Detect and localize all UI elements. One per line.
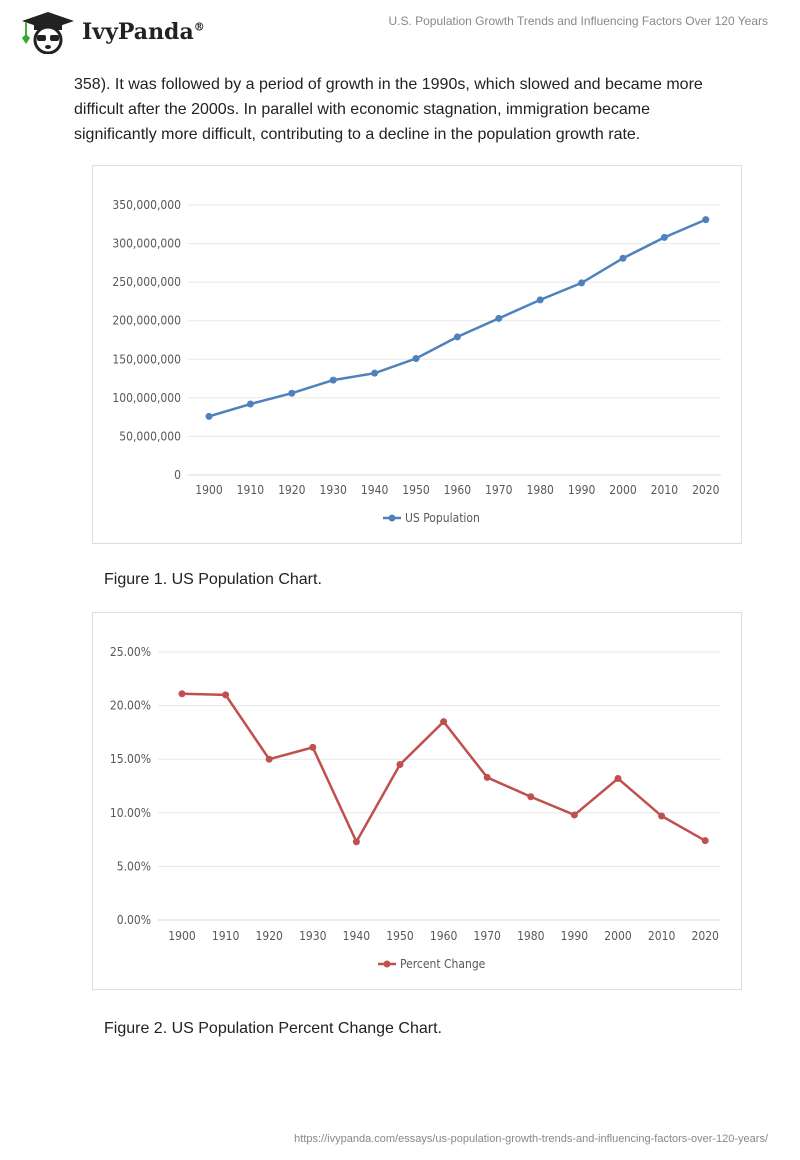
legend-label: US Population bbox=[405, 511, 480, 525]
y-tick-label: 250,000,000 bbox=[112, 275, 181, 289]
x-tick-label: 1910 bbox=[237, 483, 265, 497]
y-tick-label: 25.00% bbox=[110, 645, 151, 659]
data-point bbox=[178, 690, 186, 698]
series-line bbox=[208, 218, 707, 418]
data-point bbox=[536, 296, 544, 304]
figure-1-caption: Figure 1. US Population Chart. bbox=[104, 571, 322, 588]
logo-text: IvyPanda® bbox=[82, 19, 205, 45]
x-tick-label: 1990 bbox=[568, 483, 596, 497]
data-point bbox=[658, 812, 666, 820]
x-tick-label: 1980 bbox=[526, 483, 554, 497]
population-chart-svg: 0 50,000,000 100,000,000 150,000,000 200,000… bbox=[112, 198, 721, 525]
data-point bbox=[265, 755, 273, 763]
data-point bbox=[570, 811, 578, 819]
figure-2-caption: Figure 2. US Population Percent Change C… bbox=[104, 1020, 442, 1037]
body-paragraph: 358). It was followed by a period of gro… bbox=[74, 76, 703, 143]
x-tick-label: 1930 bbox=[319, 483, 347, 497]
x-tick-label: 1980 bbox=[517, 929, 545, 943]
y-tick-label: 300,000,000 bbox=[112, 237, 181, 251]
x-tick-label: 1950 bbox=[386, 929, 414, 943]
data-point bbox=[614, 774, 622, 782]
x-tick-label: 1950 bbox=[402, 483, 430, 497]
x-tick-label: 2000 bbox=[609, 483, 637, 497]
data-point bbox=[527, 793, 535, 801]
x-tick-label: 1970 bbox=[485, 483, 513, 497]
y-tick-label: 5.00% bbox=[117, 859, 151, 873]
data-point bbox=[222, 691, 230, 699]
legend-marker bbox=[383, 960, 391, 968]
footer-url[interactable]: https://ivypanda.com/essays/us-populatio… bbox=[294, 1133, 768, 1145]
y-tick-label: 200,000,000 bbox=[112, 314, 181, 328]
data-point bbox=[702, 216, 710, 224]
x-tick-label: 2020 bbox=[691, 929, 719, 943]
legend-marker bbox=[388, 514, 396, 522]
x-tick-label: 2010 bbox=[651, 483, 679, 497]
percent-change-chart: 0.00% 5.00% 10.00% 15.00% 20.00% 25.00% 1900 19… bbox=[92, 612, 742, 990]
x-tick-label: 1900 bbox=[168, 929, 196, 943]
x-tick-label: 1920 bbox=[255, 929, 283, 943]
x-tick-label: 1960 bbox=[430, 929, 458, 943]
data-point bbox=[619, 254, 627, 262]
x-tick-label: 1970 bbox=[473, 929, 501, 943]
x-tick-label: 1900 bbox=[195, 483, 223, 497]
x-tick-label: 2010 bbox=[648, 929, 676, 943]
data-point bbox=[483, 773, 491, 781]
data-point bbox=[352, 838, 360, 846]
x-tick-label: 1910 bbox=[212, 929, 240, 943]
data-point bbox=[288, 389, 296, 397]
legend-label: Percent Change bbox=[400, 957, 486, 971]
x-tick-label: 1990 bbox=[561, 929, 589, 943]
data-point bbox=[246, 400, 254, 408]
series-line bbox=[181, 692, 706, 845]
x-tick-label: 1940 bbox=[361, 483, 389, 497]
y-tick-label: 20.00% bbox=[110, 699, 151, 713]
logo[interactable]: IvyPanda® bbox=[20, 10, 205, 54]
page-title: U.S. Population Growth Trends and Influe… bbox=[388, 14, 768, 28]
data-point bbox=[329, 376, 337, 384]
x-tick-label: 1960 bbox=[444, 483, 472, 497]
y-tick-label: 50,000,000 bbox=[119, 429, 181, 443]
percent-change-chart-svg: 0.00% 5.00% 10.00% 15.00% 20.00% 25.00% 1900 19… bbox=[110, 645, 721, 971]
data-point bbox=[660, 233, 668, 241]
y-tick-label: 350,000,000 bbox=[112, 198, 181, 212]
y-tick-label: 10.00% bbox=[110, 806, 151, 820]
x-tick-label: 1940 bbox=[343, 929, 371, 943]
y-tick-label: 150,000,000 bbox=[112, 352, 181, 366]
data-point bbox=[396, 761, 404, 769]
y-tick-label: 0.00% bbox=[117, 913, 151, 927]
panda-logo-icon bbox=[22, 12, 74, 54]
data-point bbox=[309, 743, 317, 751]
data-point bbox=[440, 718, 448, 726]
data-point bbox=[578, 279, 586, 287]
x-tick-label: 1920 bbox=[278, 483, 306, 497]
population-chart: 0 50,000,000 100,000,000 150,000,000 200,000… bbox=[92, 165, 742, 544]
x-tick-label: 1930 bbox=[299, 929, 327, 943]
data-point bbox=[701, 837, 709, 845]
x-tick-label: 2020 bbox=[692, 483, 720, 497]
data-point bbox=[205, 412, 213, 420]
data-point bbox=[412, 355, 420, 363]
y-tick-label: 15.00% bbox=[110, 752, 151, 766]
y-tick-label: 0 bbox=[174, 468, 181, 482]
data-point bbox=[495, 314, 503, 322]
data-point bbox=[371, 369, 379, 377]
x-tick-label: 2000 bbox=[604, 929, 632, 943]
y-tick-label: 100,000,000 bbox=[112, 391, 181, 405]
data-point bbox=[453, 333, 461, 341]
